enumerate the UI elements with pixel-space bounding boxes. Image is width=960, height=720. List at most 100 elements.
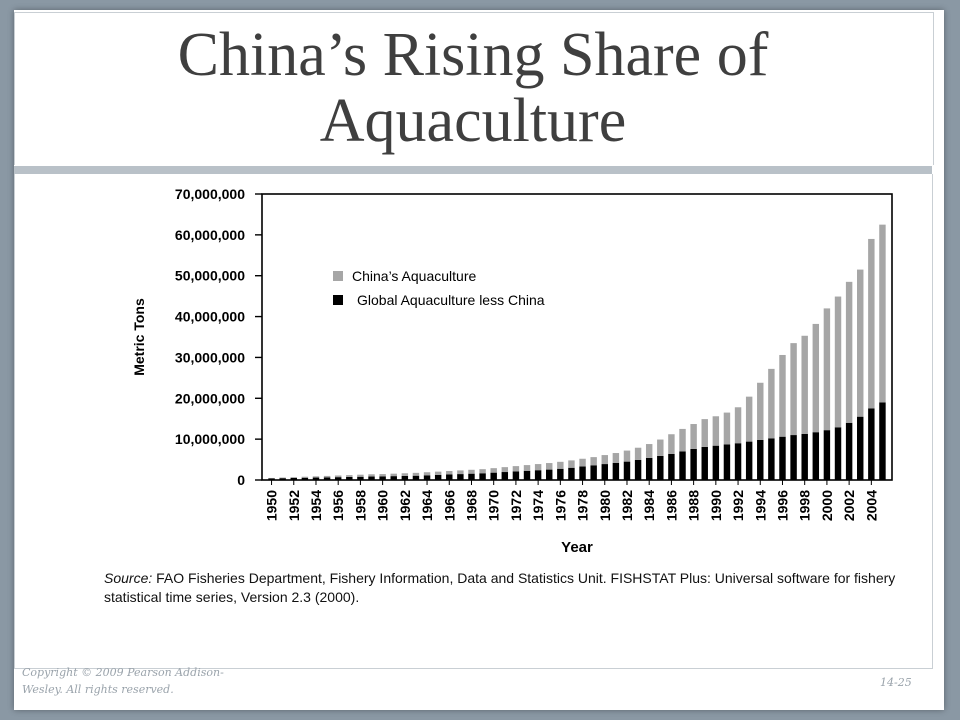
- y-tick-label: 40,000,000: [175, 309, 245, 325]
- title-divider: [14, 166, 932, 174]
- bar-china-1972: [512, 466, 520, 472]
- bar-global-2003: [857, 416, 864, 480]
- x-tick-label: 1990: [708, 490, 724, 521]
- bar-global-2000: [823, 430, 831, 480]
- bar-china-1999: [812, 323, 820, 433]
- bar-global-1997: [790, 435, 797, 480]
- title-line-2: Aquaculture: [319, 87, 627, 155]
- bar-china-1958: [357, 474, 364, 477]
- bar-china-1951: [279, 477, 286, 479]
- bar-global-1990: [712, 445, 720, 480]
- x-tick-label: 1952: [286, 490, 302, 521]
- x-tick-label: 1954: [308, 490, 324, 521]
- bar-china-1959: [368, 474, 375, 477]
- bar-china-2002: [845, 281, 853, 423]
- bar-global-1976: [557, 468, 564, 480]
- bar-china-1978: [579, 458, 586, 467]
- bar-china-1980: [601, 455, 608, 465]
- frame-line-right: [932, 174, 933, 668]
- x-tick-label: 1984: [641, 490, 657, 521]
- bar-global-1951: [279, 478, 286, 480]
- bar-china-1988: [690, 424, 697, 449]
- bar-china-1964: [423, 472, 431, 476]
- bar-global-1983: [634, 459, 642, 480]
- bar-global-2004: [868, 408, 875, 480]
- bar-china-1998: [801, 335, 808, 434]
- bar-global-1968: [468, 473, 475, 480]
- bar-global-1993: [745, 441, 753, 480]
- bar-global-1974: [534, 470, 542, 480]
- bar-global-1961: [390, 476, 397, 480]
- bar-china-1982: [623, 450, 631, 462]
- x-tick-label: 1996: [774, 490, 790, 521]
- bar-china-1976: [557, 461, 564, 469]
- bar-global-1984: [645, 457, 653, 480]
- bar-china-1960: [379, 474, 386, 477]
- bar-china-2001: [834, 296, 842, 428]
- y-axis-title: Metric Tons: [131, 298, 147, 376]
- bar-china-1968: [468, 469, 475, 474]
- x-tick-label: 1972: [508, 490, 524, 521]
- bar-global-1982: [623, 461, 631, 480]
- bar-global-1972: [512, 471, 520, 480]
- footer-divider: [14, 668, 933, 669]
- bar-china-1955: [323, 475, 331, 478]
- bar-china-1985: [657, 439, 664, 456]
- bar-china-1970: [490, 468, 497, 473]
- bar-china-1989: [701, 419, 708, 447]
- bar-china-1952: [290, 477, 297, 478]
- bar-global-1959: [368, 476, 375, 480]
- bar-china-1996: [779, 354, 786, 437]
- bar-global-1967: [457, 474, 464, 480]
- bar-global-1989: [701, 446, 708, 480]
- y-tick-label: 20,000,000: [175, 390, 245, 406]
- bar-china-1967: [457, 470, 464, 475]
- x-tick-label: 1976: [552, 490, 568, 521]
- x-tick-label: 1988: [686, 490, 702, 521]
- x-tick-label: 1980: [597, 490, 613, 521]
- x-tick-label: 1968: [463, 490, 479, 521]
- bar-global-1994: [757, 439, 764, 480]
- y-tick-label: 0: [237, 472, 245, 488]
- x-tick-label: 1992: [730, 490, 746, 521]
- bar-global-1957: [346, 476, 353, 480]
- legend-label-global: Global Aquaculture less China: [357, 292, 545, 308]
- bar-global-1958: [357, 476, 364, 480]
- bar-global-1977: [568, 467, 575, 480]
- bar-china-1981: [612, 453, 620, 463]
- bar-global-1950: [268, 478, 275, 480]
- bar-china-1971: [501, 467, 509, 473]
- bar-china-2000: [823, 308, 831, 431]
- x-tick-label: 1964: [419, 490, 435, 521]
- y-tick-label: 70,000,000: [175, 186, 245, 202]
- x-tick-label: 1986: [663, 490, 679, 521]
- bar-china-1953: [301, 476, 309, 478]
- bar-china-1954: [312, 476, 320, 478]
- copyright-notice: Copyright © 2009 Pearson Addison-Wesley.…: [22, 666, 224, 696]
- bar-global-1999: [812, 432, 820, 480]
- x-tick-label: 1950: [264, 490, 280, 521]
- bar-global-1965: [434, 474, 442, 480]
- x-tick-label: 2004: [863, 490, 879, 521]
- bar-global-1971: [501, 472, 509, 480]
- bar-global-1996: [779, 436, 786, 480]
- bar-china-1975: [546, 463, 553, 470]
- bar-global-2005: [879, 402, 886, 480]
- bar-china-1992: [734, 407, 742, 444]
- bar-global-1969: [479, 473, 486, 480]
- source-text: FAO Fisheries Department, Fishery Inform…: [104, 570, 896, 605]
- bar-global-1954: [312, 477, 320, 480]
- bar-china-1994: [757, 382, 764, 440]
- bar-china-1963: [412, 472, 420, 476]
- x-tick-label: 1966: [441, 490, 457, 521]
- bar-china-1986: [668, 434, 675, 454]
- x-axis-title: Year: [561, 539, 593, 556]
- bar-global-1970: [490, 472, 497, 480]
- x-tick-label: 1998: [797, 490, 813, 521]
- bar-global-1988: [690, 448, 697, 480]
- bar-china-1957: [346, 475, 353, 477]
- bar-china-1973: [523, 465, 531, 471]
- bar-global-1986: [668, 453, 675, 480]
- bar-china-1995: [768, 368, 775, 439]
